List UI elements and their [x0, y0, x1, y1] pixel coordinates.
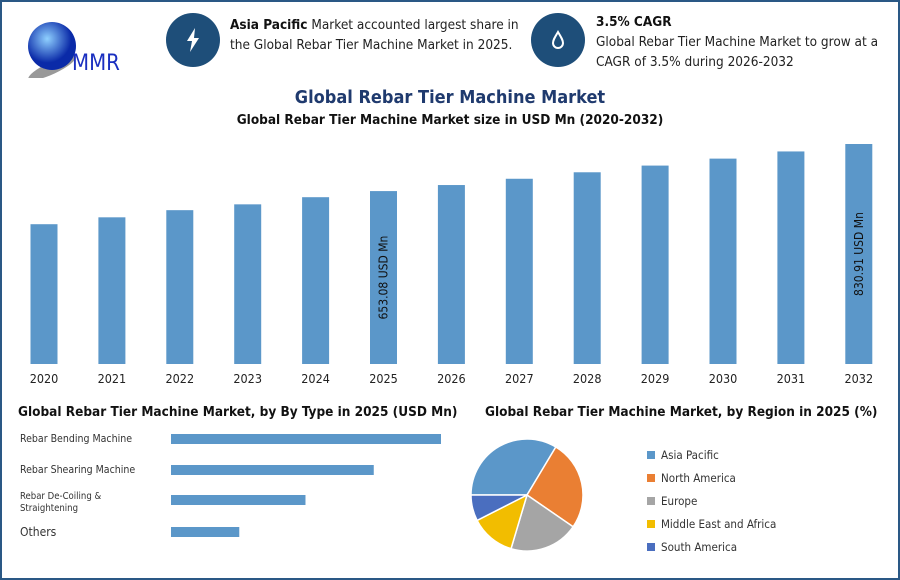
bar-2025 — [370, 191, 397, 364]
bar-2026 — [437, 185, 465, 364]
bar-2020 — [30, 224, 58, 364]
type-bar — [171, 495, 306, 505]
mmr-logo: MMR — [28, 22, 120, 78]
legend-item: South America — [647, 535, 776, 558]
main-subtitle: Global Rebar Tier Machine Market size in… — [236, 112, 664, 128]
type-label: Others — [20, 525, 57, 539]
type-label: Rebar Bending Machine — [20, 433, 133, 445]
legend-swatch — [647, 473, 655, 482]
x-tick-label: 2024 — [301, 371, 330, 386]
bar-2021 — [98, 217, 126, 364]
bar-2031 — [777, 151, 805, 364]
type-label: Rebar De-Coiling & Straightening — [20, 491, 102, 514]
bar-2029 — [641, 165, 669, 364]
type-label: Rebar Shearing Machine — [20, 464, 136, 476]
data-label: 830.91 USD Mn — [852, 212, 866, 296]
x-tick-label: 2027 — [505, 371, 534, 386]
main-title: Global Rebar Tier Machine Market — [294, 87, 606, 108]
type-bar — [171, 465, 374, 475]
legend-item: Asia Pacific — [647, 443, 776, 466]
pie-slice-north-america — [525, 445, 584, 528]
x-tick-label: 2020 — [30, 371, 59, 386]
x-tick-label: 2030 — [709, 371, 738, 386]
x-tick-label: 2031 — [777, 371, 806, 386]
growth-drop-icon — [531, 13, 585, 67]
legend-swatch — [647, 519, 655, 528]
info-asia-pacific: Asia Pacific Market accounted largest sh… — [230, 17, 519, 53]
pie-slice-europe — [510, 493, 575, 552]
legend-label: Asia Pacific — [661, 447, 719, 462]
legend-item: Middle East and Africa — [647, 512, 776, 535]
legend-swatch — [647, 496, 655, 505]
x-tick-label: 2032 — [844, 371, 873, 386]
type-bar — [171, 527, 240, 537]
bar-2027 — [505, 178, 533, 364]
legend-item: Europe — [647, 489, 776, 512]
pie-slice-south-america — [470, 494, 528, 522]
bar-2030 — [709, 158, 737, 364]
svg-text:MMR: MMR — [72, 51, 120, 76]
x-tick-label: 2026 — [437, 371, 466, 386]
main-bar-chart: 2020 2021 2022 2023 2024 2025 653.08 USD Mn 202… — [30, 144, 873, 386]
x-tick-label: 2023 — [233, 371, 262, 386]
x-tick-label: 2025 — [369, 371, 398, 386]
type-chart-title: Global Rebar Tier Machine Market, by By … — [18, 404, 458, 420]
bar-2032 — [845, 144, 873, 364]
info-cagr: 3.5% CAGR Global Rebar Tier Machine Marke… — [596, 14, 879, 70]
x-tick-label: 2021 — [98, 371, 127, 386]
legend-item: North America — [647, 466, 776, 489]
legend-label: North America — [661, 470, 736, 485]
region-chart-title: Global Rebar Tier Machine Market, by Reg… — [485, 404, 878, 420]
bar-2028 — [573, 172, 601, 364]
legend-swatch — [647, 542, 655, 551]
bar-2022 — [166, 210, 194, 364]
type-bar — [171, 434, 441, 444]
data-label: 653.08 USD Mn — [377, 236, 391, 320]
type-bar-chart — [171, 434, 441, 537]
legend-swatch — [647, 450, 655, 459]
x-tick-label: 2022 — [165, 371, 194, 386]
bar-2024 — [302, 197, 330, 364]
bar-2023 — [234, 204, 262, 364]
x-tick-label: 2029 — [641, 371, 670, 386]
region-legend: Asia Pacific North America Europe Middle Ea… — [647, 443, 776, 558]
legend-label: Middle East and Africa — [661, 516, 777, 531]
legend-label: South America — [661, 539, 738, 554]
legend-label: Europe — [661, 493, 698, 508]
lightning-icon — [166, 13, 220, 67]
region-pie-chart — [470, 438, 584, 552]
x-tick-label: 2028 — [573, 371, 602, 386]
